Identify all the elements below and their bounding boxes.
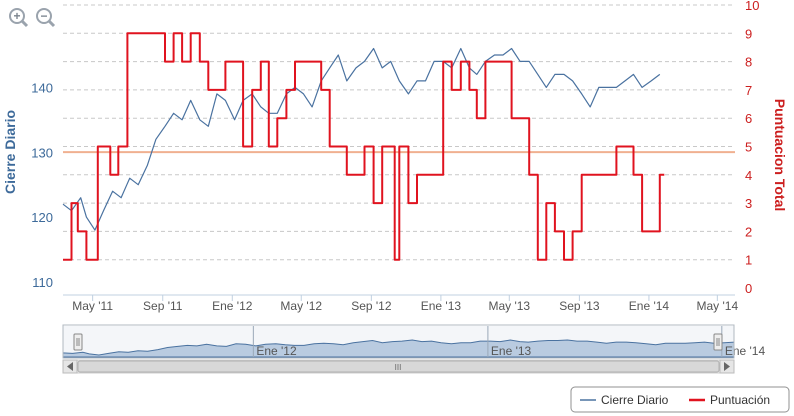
legend-item-price[interactable]: Cierre Diario [580, 393, 669, 407]
x-tick-label: May '12 [280, 299, 322, 313]
right-tick-label: 9 [745, 26, 752, 41]
left-tick-label: 140 [31, 80, 53, 95]
right-axis-label: Puntuacion Total [772, 99, 788, 212]
right-tick-label: 7 [745, 83, 752, 98]
x-tick-label: Ene '14 [629, 299, 670, 313]
x-axis-ticks: May '11 Sep '11 Ene '12 May '12 Sep '12 Ene '… [72, 295, 738, 313]
x-tick-label: Ene '12 [212, 299, 253, 313]
legend-box [570, 386, 790, 413]
left-tick-label: 130 [31, 145, 53, 160]
arrow-left-icon [67, 362, 73, 371]
scrollbar[interactable]: III [62, 359, 735, 374]
zoom-out-symbol: − [40, 9, 47, 23]
arrow-right-icon [724, 362, 730, 371]
legend: Cierre Diario Puntuación [570, 386, 790, 413]
right-tick-label: 1 [745, 253, 752, 268]
legend-label-score: Puntuación [710, 393, 770, 407]
zoom-in-button[interactable]: + [9, 8, 29, 28]
navigator-label: Ene '13 [491, 344, 532, 358]
legend-label-price: Cierre Diario [601, 393, 669, 407]
navigator-right-handle[interactable] [713, 333, 723, 351]
x-tick-label: May '14 [697, 299, 739, 313]
zoom-out-button[interactable]: − [36, 8, 56, 28]
navigator-area [62, 339, 735, 358]
scrollbar-grip: III [395, 363, 402, 372]
x-tick-label: Ene '13 [421, 299, 462, 313]
right-tick-label: 5 [745, 140, 752, 155]
zoom-out-icon [36, 8, 52, 24]
navigator-series [62, 339, 735, 358]
right-tick-label: 3 [745, 196, 752, 211]
right-tick-label: 4 [745, 168, 752, 183]
navigator-frame [62, 324, 735, 359]
left-axis-label: Cierre Diario [2, 110, 18, 194]
right-tick-label: 8 [745, 55, 752, 70]
left-tick-label: 120 [31, 210, 53, 225]
right-axis-ticks: 0 1 2 3 4 5 6 7 8 9 10 [745, 0, 759, 296]
right-tick-label: 2 [745, 224, 752, 239]
right-tick-label: 10 [745, 0, 759, 13]
navigator-label: Ene '14 [725, 344, 766, 358]
x-tick-label: Sep '12 [351, 299, 392, 313]
series-line-price[interactable] [62, 47, 661, 231]
left-tick-label: 110 [32, 275, 53, 290]
navigator[interactable]: Ene '12 Ene '13 Ene '14 [62, 324, 766, 359]
right-tick-label: 6 [745, 111, 752, 126]
x-tick-label: Sep '13 [559, 299, 600, 313]
x-tick-label: Sep '11 [143, 299, 183, 313]
left-axis-ticks: 110 120 130 140 [31, 80, 53, 290]
zoom-in-icon [9, 8, 25, 24]
x-tick-label: May '13 [488, 299, 530, 313]
zoom-in-symbol: + [13, 9, 20, 23]
scrollbar-thumb[interactable] [77, 360, 720, 373]
x-tick-label: May '11 [72, 299, 113, 313]
legend-item-score[interactable]: Puntuación [689, 393, 770, 407]
right-tick-label: 0 [745, 281, 752, 296]
series-group [62, 32, 665, 261]
navigator-left-handle[interactable] [73, 333, 83, 351]
series-line-score[interactable] [63, 32, 665, 261]
navigator-label: Ene '12 [256, 344, 297, 358]
